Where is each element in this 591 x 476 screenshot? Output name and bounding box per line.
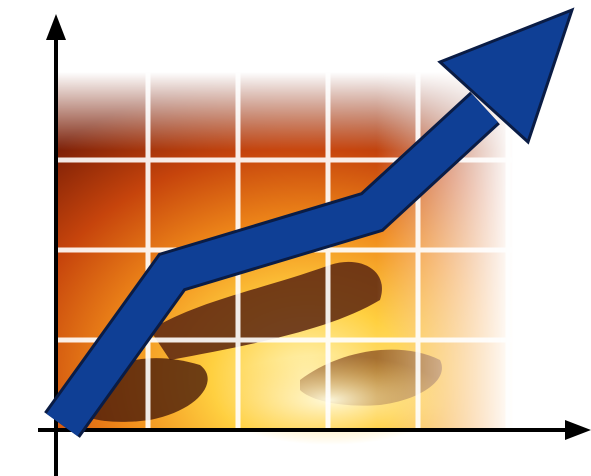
arrow-head <box>437 7 575 145</box>
x-axis-arrowhead <box>565 420 591 440</box>
y-axis-arrowhead <box>46 14 66 40</box>
trend-arrow <box>44 7 575 438</box>
arrow-body <box>46 94 498 437</box>
